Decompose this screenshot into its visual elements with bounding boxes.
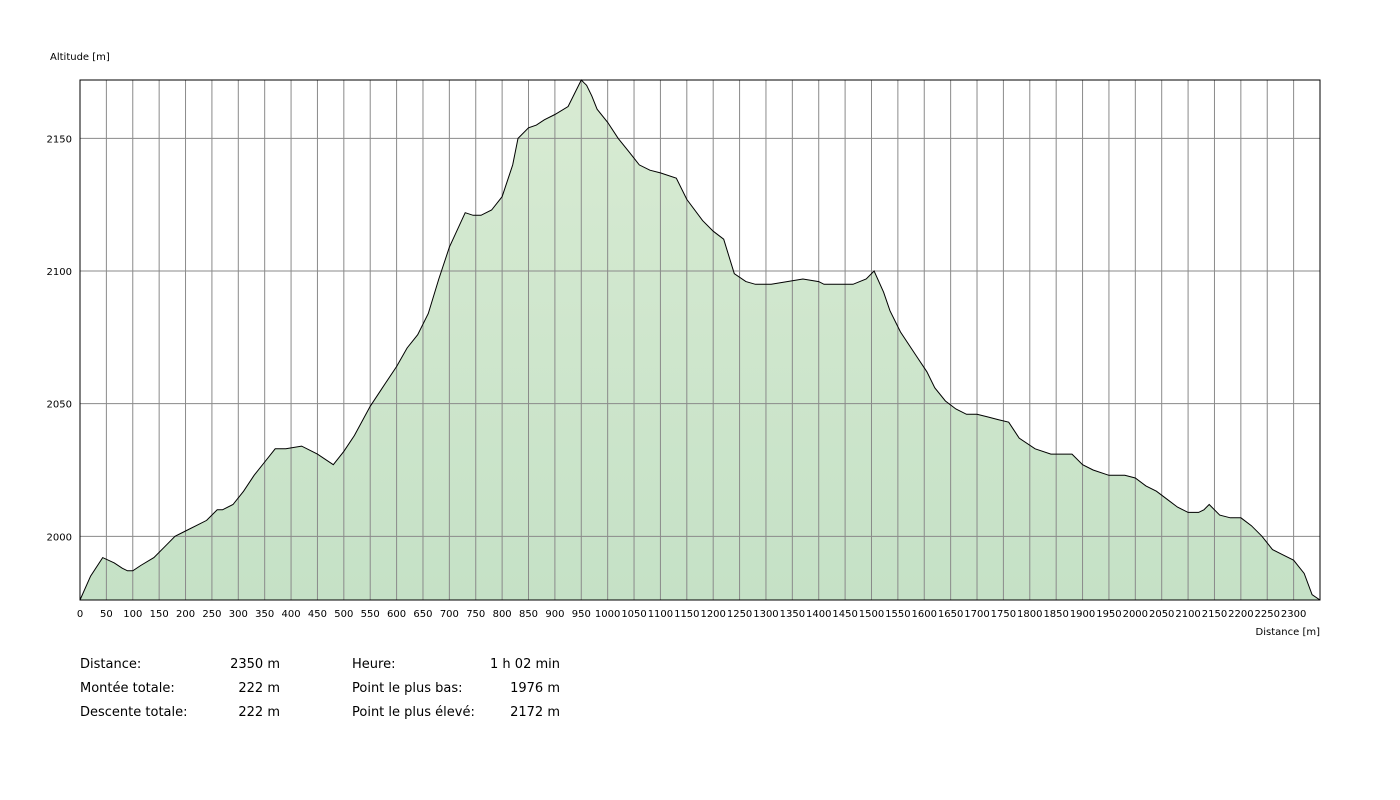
x-tick-label: 100: [123, 609, 142, 620]
elevation-profile-chart: Altitude [m] Distance [m] 0 50 100 150 200 25…: [47, 52, 1321, 638]
x-tick-label: 2200: [1228, 609, 1253, 620]
stat-value: 1 h 02 min: [490, 657, 560, 672]
x-tick-label: 1350: [780, 609, 805, 620]
elevation-area: [80, 80, 1320, 600]
stat-label: Point le plus bas:: [352, 681, 463, 696]
x-tick-label: 1100: [648, 609, 673, 620]
stat-label: Heure:: [352, 657, 396, 672]
x-tick-label: 2300: [1281, 609, 1306, 620]
x-tick-label: 650: [413, 609, 432, 620]
x-tick-label: 50: [100, 609, 113, 620]
x-tick-label: 1400: [806, 609, 831, 620]
x-tick-label: 2000: [1123, 609, 1148, 620]
x-tick-label: 1600: [912, 609, 937, 620]
x-tick-label: 150: [150, 609, 169, 620]
x-tick-label: 1150: [674, 609, 699, 620]
x-tick-label: 450: [308, 609, 327, 620]
stat-label: Descente totale:: [80, 705, 188, 720]
x-tick-label: 250: [202, 609, 221, 620]
x-tick-label: 1850: [1043, 609, 1068, 620]
x-tick-label: 1000: [595, 609, 620, 620]
stat-value: 222 m: [238, 681, 280, 696]
stat-label: Point le plus élevé:: [352, 705, 475, 720]
x-tick-label: 550: [361, 609, 380, 620]
x-tick-label: 600: [387, 609, 406, 620]
x-tick-label: 2150: [1202, 609, 1227, 620]
stat-row-highest-point: Point le plus élevé: 2172 m: [352, 705, 560, 729]
x-tick-label: 400: [282, 609, 301, 620]
y-tick-label: 2050: [47, 400, 72, 411]
x-tick-label: 1450: [832, 609, 857, 620]
x-tick-label: 2050: [1149, 609, 1174, 620]
stat-label: Montée totale:: [80, 681, 175, 696]
x-tick-label: 800: [493, 609, 512, 620]
stat-label: Distance:: [80, 657, 142, 672]
y-tick-label: 2150: [47, 134, 72, 145]
stats-left-panel: Distance: 2350 m Montée totale: 222 m De…: [80, 657, 280, 729]
y-axis-title: Altitude [m]: [50, 52, 110, 63]
stats-right-panel: Heure: 1 h 02 min Point le plus bas: 197…: [352, 657, 560, 729]
plot-frame: [79, 79, 1321, 601]
stat-value: 1976 m: [510, 681, 560, 696]
x-tick-label: 350: [255, 609, 274, 620]
x-tick-label: 900: [545, 609, 564, 620]
x-tick-label: 750: [466, 609, 485, 620]
stat-row-total-descent: Descente totale: 222 m: [80, 705, 280, 729]
y-tick-label: 2000: [47, 532, 72, 543]
y-tick-label: 2100: [47, 267, 72, 278]
stat-value: 2172 m: [510, 705, 560, 720]
stat-row-time: Heure: 1 h 02 min: [352, 657, 560, 681]
x-tick-label: 1050: [621, 609, 646, 620]
x-tick-label: 300: [229, 609, 248, 620]
x-tick-label: 1750: [991, 609, 1016, 620]
x-tick-label: 1250: [727, 609, 752, 620]
elevation-line: [79, 79, 1321, 601]
x-tick-label: 850: [519, 609, 538, 620]
stat-row-distance: Distance: 2350 m: [80, 657, 280, 681]
x-tick-label: 700: [440, 609, 459, 620]
x-tick-label: 500: [334, 609, 353, 620]
x-tick-label: 0: [77, 609, 83, 620]
x-tick-label: 1700: [964, 609, 989, 620]
x-tick-label: 200: [176, 609, 195, 620]
x-tick-label: 1300: [753, 609, 778, 620]
x-tick-label: 1900: [1070, 609, 1095, 620]
stat-row-total-ascent: Montée totale: 222 m: [80, 681, 280, 705]
x-axis-title: Distance [m]: [1256, 627, 1321, 638]
stat-value: 222 m: [238, 705, 280, 720]
x-tick-label: 950: [572, 609, 591, 620]
stat-row-lowest-point: Point le plus bas: 1976 m: [352, 681, 560, 705]
x-tick-label: 1950: [1096, 609, 1121, 620]
x-tick-label: 1650: [938, 609, 963, 620]
x-tick-label: 1800: [1017, 609, 1042, 620]
x-tick-label: 1200: [700, 609, 725, 620]
stat-value: 2350 m: [230, 657, 280, 672]
x-tick-label: 2250: [1255, 609, 1280, 620]
x-tick-label: 1550: [885, 609, 910, 620]
x-tick-label: 1500: [859, 609, 884, 620]
x-tick-label: 2100: [1175, 609, 1200, 620]
